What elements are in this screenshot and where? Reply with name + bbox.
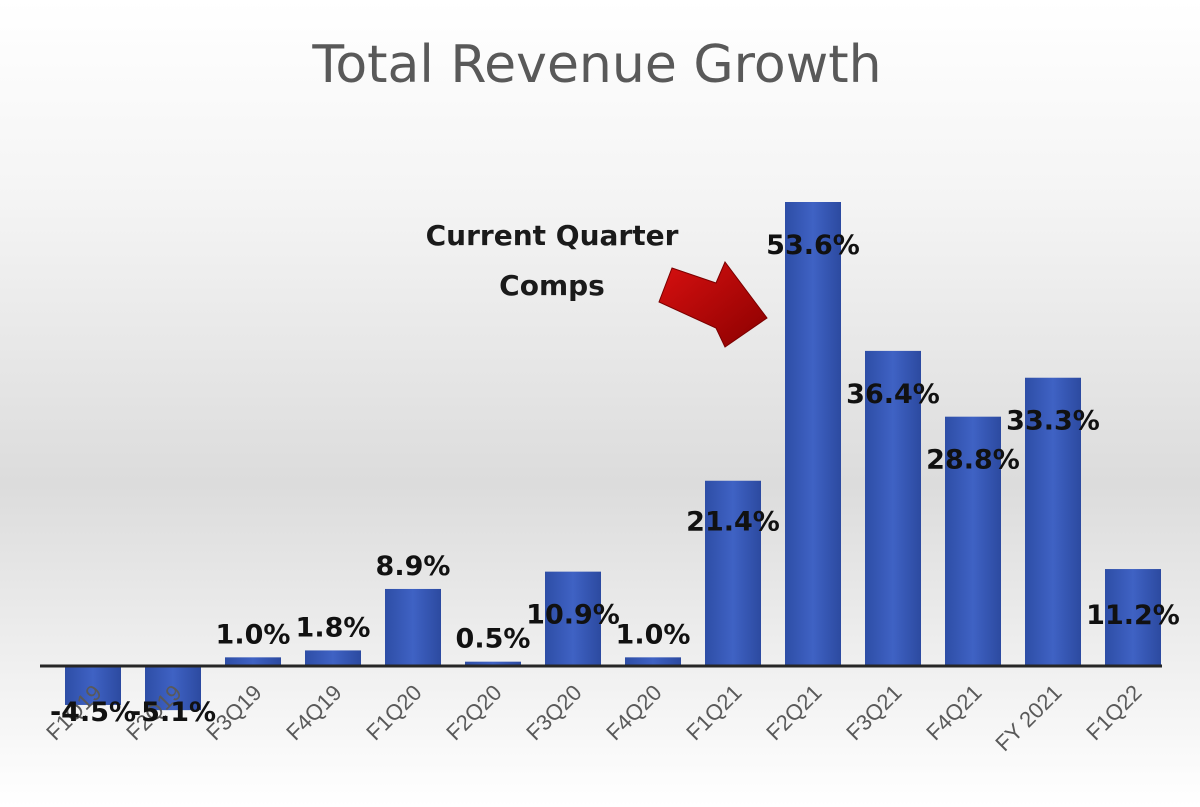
chart-title: Total Revenue Growth [311,35,881,95]
bar-f3q20 [545,571,601,666]
data-label: 21.4% [686,507,780,538]
annotation: Current Quarter Comps [426,219,768,348]
bar-f2q19 [145,666,201,711]
annotation-line-1: Current Quarter [426,219,679,252]
tick-label: F4Q20 [601,680,666,745]
tick-label: F1Q20 [361,680,426,745]
tick-label: F2Q20 [441,680,506,745]
tick-label: F1Q22 [1081,680,1146,745]
tick-label: F4Q21 [921,680,986,745]
data-label: 33.3% [1006,406,1100,437]
data-label: 1.0% [216,619,291,650]
data-label: -5.1% [130,697,216,728]
data-label: 53.6% [766,230,860,261]
data-label: 11.2% [1086,600,1180,631]
tick-label: F3Q21 [841,680,906,745]
data-label: -4.5% [50,697,136,728]
bar-f2q21 [785,202,841,666]
bar-fy-2021 [1025,377,1081,666]
annotation-line-2: Comps [499,269,605,302]
data-label: 8.9% [376,551,451,582]
arrow-icon [658,261,768,348]
bar-f4q19 [305,650,361,666]
tick-label: F1Q21 [681,680,746,745]
data-label: 1.8% [296,612,371,643]
tick-label: F2Q21 [761,680,826,745]
bar-f3q21 [865,350,921,666]
tick-label: F4Q19 [281,680,346,745]
tick-label: FY 2021 [990,680,1066,756]
tick-label: F3Q20 [521,680,586,745]
data-label: 36.4% [846,379,940,410]
data-labels-group: -4.5%-5.1%1.0% 1.8%8.9%0.5%10.9%1.0%21.4%… [50,230,1180,728]
data-label: 0.5% [456,624,531,655]
bar-f3q19 [225,657,281,666]
bar-f4q20 [625,657,681,666]
bar-f1q19 [65,666,121,705]
bar-f1q22 [1105,569,1161,666]
data-label: 28.8% [926,445,1020,476]
bar-f4q21 [945,416,1001,666]
bar-f1q20 [385,588,441,666]
data-label: 1.0% [616,619,691,650]
bar-f2q20 [465,661,521,666]
bar-f1q21 [705,480,761,666]
data-label: 10.9% [526,600,620,631]
bars-group [65,202,1161,711]
